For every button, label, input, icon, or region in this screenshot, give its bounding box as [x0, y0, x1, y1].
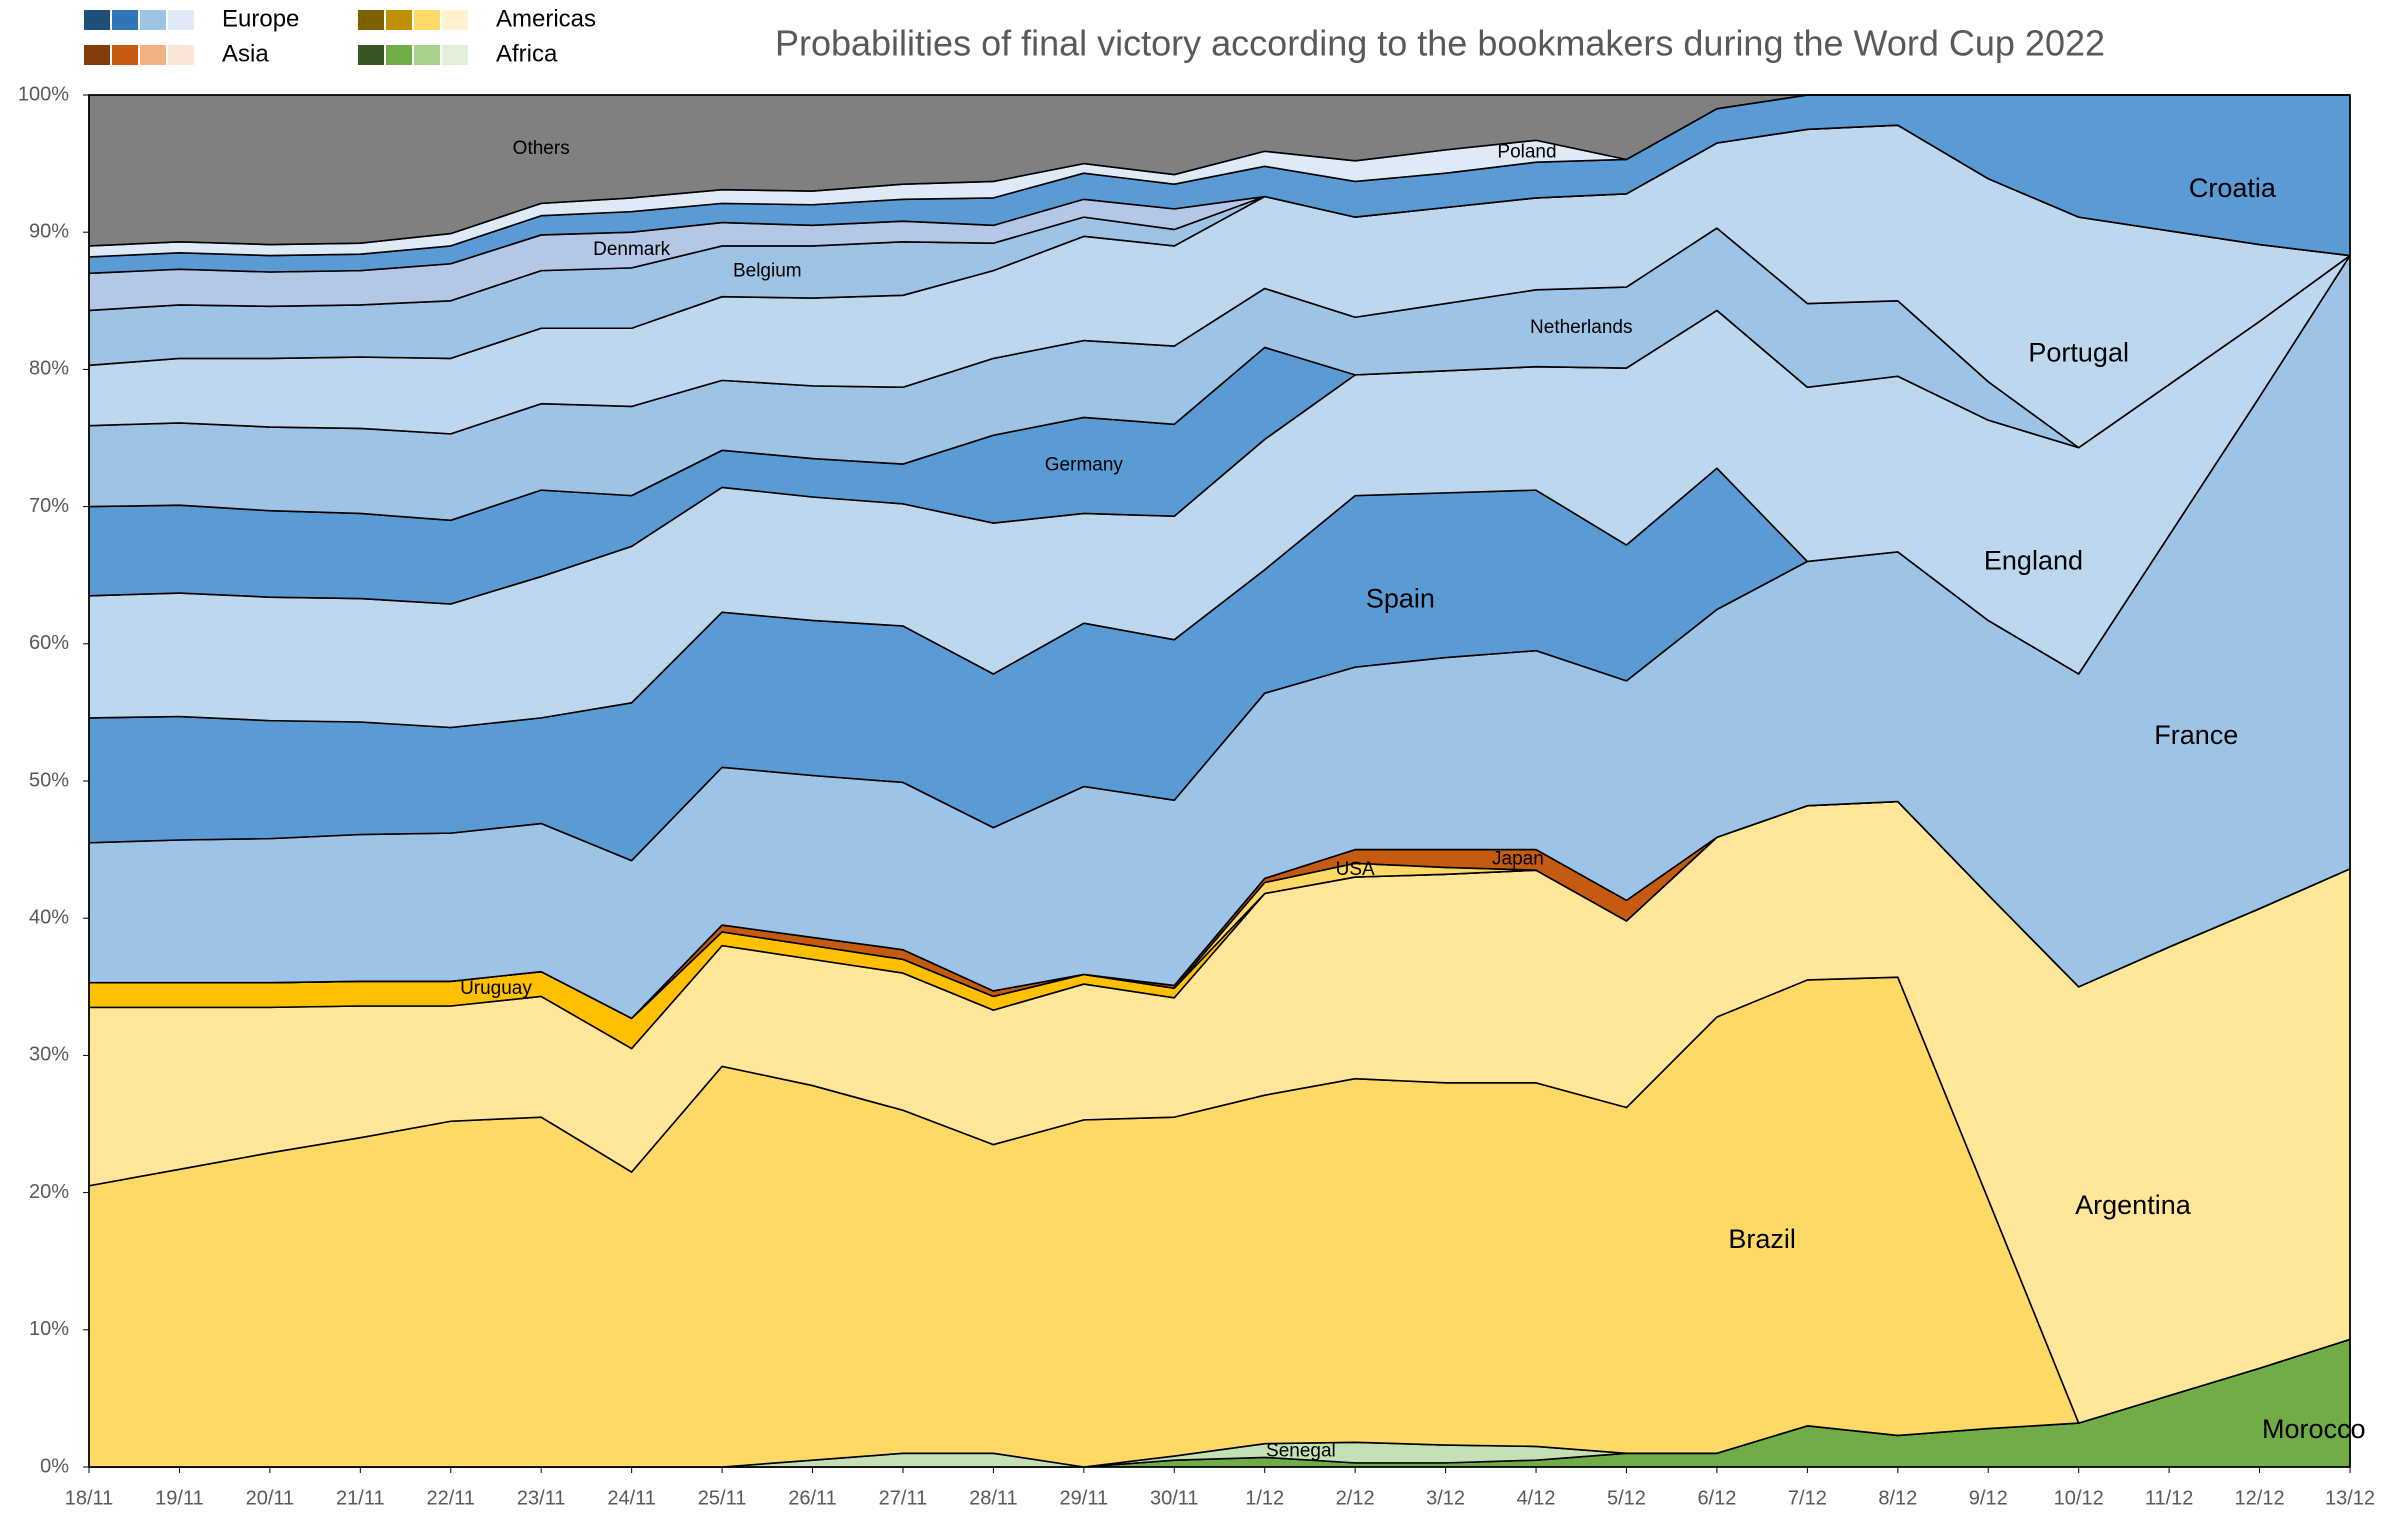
series-label: Belgium — [733, 261, 802, 282]
series-label: Argentina — [2075, 1190, 2192, 1220]
series-label: Poland — [1497, 141, 1556, 162]
y-tick-label: 100% — [18, 83, 69, 105]
series-label: Morocco — [2262, 1414, 2366, 1444]
chart-title: Probabilities of final victory according… — [775, 23, 2105, 64]
series-label: Brazil — [1728, 1224, 1796, 1254]
x-tick-label: 12/12 — [2235, 1487, 2285, 1509]
legend-item: Europe — [84, 5, 299, 32]
legend-swatch — [84, 10, 110, 30]
x-tick-label: 5/12 — [1607, 1487, 1646, 1509]
y-tick-label: 30% — [29, 1044, 69, 1066]
x-tick-label: 11/12 — [2145, 1487, 2194, 1509]
legend-swatch — [386, 10, 412, 30]
x-tick-label: 25/11 — [698, 1487, 747, 1509]
legend-swatch — [442, 45, 468, 65]
x-tick-label: 19/11 — [155, 1487, 204, 1509]
legend-swatch — [386, 45, 412, 65]
series-label: USA — [1336, 859, 1375, 880]
legend-swatch — [414, 45, 440, 65]
x-tick-label: 21/11 — [336, 1487, 385, 1509]
y-tick-label: 90% — [29, 220, 69, 242]
x-tick-label: 26/11 — [788, 1487, 837, 1509]
x-tick-label: 30/11 — [1150, 1487, 1199, 1509]
legend-swatch — [442, 10, 468, 30]
x-tick-label: 20/11 — [246, 1487, 295, 1509]
y-tick-label: 0% — [40, 1455, 69, 1477]
legend-label: Africa — [496, 40, 558, 67]
x-tick-label: 29/11 — [1060, 1487, 1109, 1509]
y-tick-label: 40% — [29, 906, 69, 928]
series-label: Netherlands — [1530, 317, 1632, 338]
x-tick-label: 2/12 — [1336, 1487, 1375, 1509]
x-tick-label: 18/11 — [65, 1487, 114, 1509]
series-label: Germany — [1045, 454, 1124, 475]
series-label: Uruguay — [460, 978, 532, 999]
series-label: Senegal — [1266, 1440, 1336, 1461]
series-label: Croatia — [2189, 173, 2277, 203]
legend-swatch — [112, 10, 138, 30]
legend-swatch — [358, 45, 384, 65]
x-tick-label: 24/11 — [607, 1487, 656, 1509]
x-tick-label: 6/12 — [1697, 1487, 1736, 1509]
legend-swatch — [358, 10, 384, 30]
legend-label: Asia — [222, 40, 269, 67]
x-tick-label: 3/12 — [1426, 1487, 1465, 1509]
y-tick-label: 60% — [29, 632, 69, 654]
legend-label: Americas — [496, 5, 596, 32]
y-tick-label: 70% — [29, 495, 69, 517]
legend-item: Africa — [358, 40, 558, 67]
x-tick-label: 13/12 — [2325, 1487, 2375, 1509]
x-tick-label: 1/12 — [1245, 1487, 1284, 1509]
y-tick-label: 20% — [29, 1181, 69, 1203]
y-tick-label: 50% — [29, 769, 69, 791]
x-tick-label: 28/11 — [969, 1487, 1018, 1509]
legend-swatch — [140, 45, 166, 65]
legend-swatch — [112, 45, 138, 65]
y-tick-label: 10% — [29, 1318, 69, 1340]
x-tick-label: 23/11 — [517, 1487, 566, 1509]
legend-item: Americas — [358, 5, 596, 32]
series-label: Japan — [1492, 849, 1544, 870]
x-tick-label: 22/11 — [426, 1487, 475, 1509]
legend-swatch — [168, 10, 194, 30]
y-tick-label: 80% — [29, 358, 69, 380]
legend-swatch — [84, 45, 110, 65]
x-tick-label: 9/12 — [1969, 1487, 2008, 1509]
series-label: Spain — [1366, 583, 1435, 613]
series-label: France — [2154, 720, 2238, 750]
x-tick-label: 10/12 — [2054, 1487, 2104, 1509]
series-label: Denmark — [593, 239, 671, 260]
legend-swatch — [414, 10, 440, 30]
legend-swatch — [140, 10, 166, 30]
x-tick-label: 27/11 — [879, 1487, 928, 1509]
x-tick-label: 8/12 — [1878, 1487, 1917, 1509]
series-label: Portugal — [2028, 337, 2129, 367]
legend-label: Europe — [222, 5, 299, 32]
series-label: England — [1984, 546, 2083, 576]
legend-item: Asia — [84, 40, 269, 67]
x-tick-label: 7/12 — [1788, 1487, 1827, 1509]
series-label: Others — [513, 138, 570, 159]
legend-swatch — [168, 45, 194, 65]
x-tick-label: 4/12 — [1517, 1487, 1556, 1509]
